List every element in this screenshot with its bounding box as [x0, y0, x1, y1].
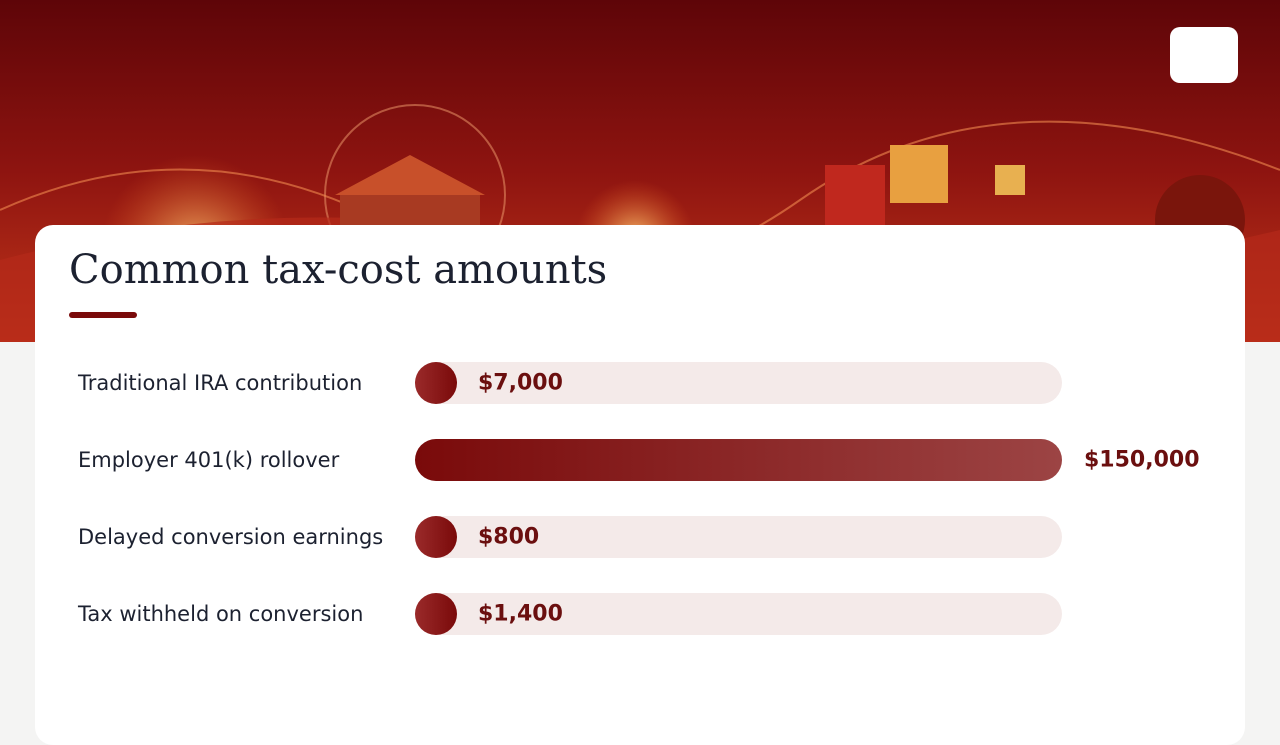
category-label: Employer 401(k) rollover: [78, 448, 340, 472]
value-label: $150,000: [1084, 447, 1200, 473]
bar-track: [415, 516, 1062, 558]
category-label: Delayed conversion earnings: [78, 525, 384, 549]
bar: [415, 362, 457, 404]
title-rule: [69, 312, 137, 318]
value-label: $1,400: [478, 601, 563, 627]
bar-track: [415, 362, 1062, 404]
logo: [1170, 27, 1238, 83]
chart-title: Common tax-cost amounts: [69, 247, 608, 293]
bar: [415, 593, 457, 635]
bar: [415, 439, 1062, 481]
category-label: Traditional IRA contribution: [78, 371, 363, 395]
bar: [415, 516, 457, 558]
value-label: $800: [478, 524, 540, 550]
value-label: $7,000: [478, 370, 563, 396]
bar-track: [415, 439, 1062, 481]
category-label: Tax withheld on conversion: [78, 602, 364, 626]
card: Common tax-cost amounts Traditional IRA …: [35, 225, 1245, 745]
bar-track: [415, 593, 1062, 635]
